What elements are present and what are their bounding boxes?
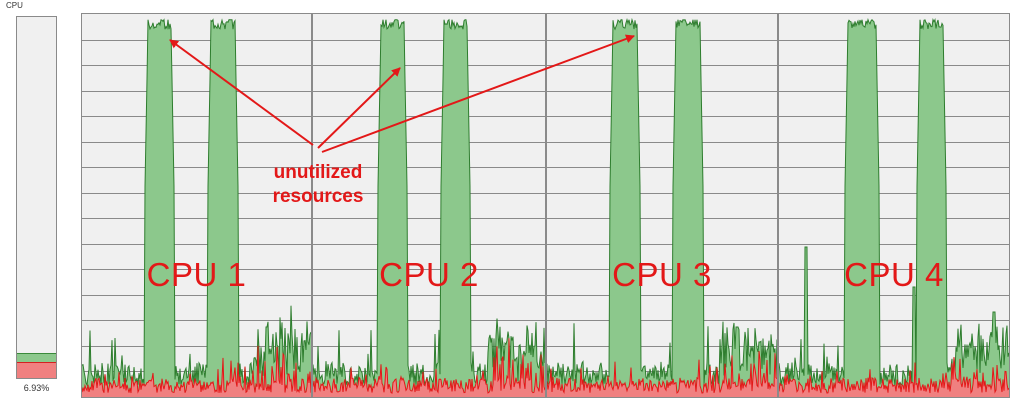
kernel-usage-area: [779, 357, 1009, 397]
annotation-line-2: resources: [272, 186, 364, 207]
total-usage-area: [779, 19, 1009, 397]
total-usage-line: [547, 17, 777, 386]
cpu-usage-meter: [16, 16, 57, 379]
kernel-usage-line: [547, 351, 777, 395]
annotation-line-1: unutilized: [273, 162, 363, 183]
cpu-2-label: CPU 2: [379, 256, 479, 293]
kernel-usage-line: [82, 345, 311, 394]
cpu-3-label: CPU 3: [612, 256, 712, 293]
cpu-history-panel-3: CPU 3: [546, 13, 778, 398]
cpu-4-graph: [779, 17, 1009, 397]
kernel-usage-area: [547, 351, 777, 397]
total-usage-line: [82, 18, 311, 387]
cpu-usage-value: 6.93%: [23, 383, 50, 393]
kernel-usage-line: [313, 338, 545, 394]
total-usage-line: [779, 17, 1009, 386]
cpu-1-label: CPU 1: [146, 256, 247, 293]
cpu-4-label: CPU 4: [844, 256, 944, 293]
total-usage-area: [82, 19, 311, 397]
kernel-usage-line: [779, 357, 1009, 395]
total-usage-area: [547, 19, 777, 397]
annotation-text: unutilized resources: [262, 161, 374, 209]
cpu-3-graph: [547, 17, 777, 397]
cpu-usage-kernel-fill: [17, 362, 56, 378]
cpu-title: CPU: [6, 1, 23, 10]
cpu-history-panel-4: CPU 4: [778, 13, 1010, 398]
